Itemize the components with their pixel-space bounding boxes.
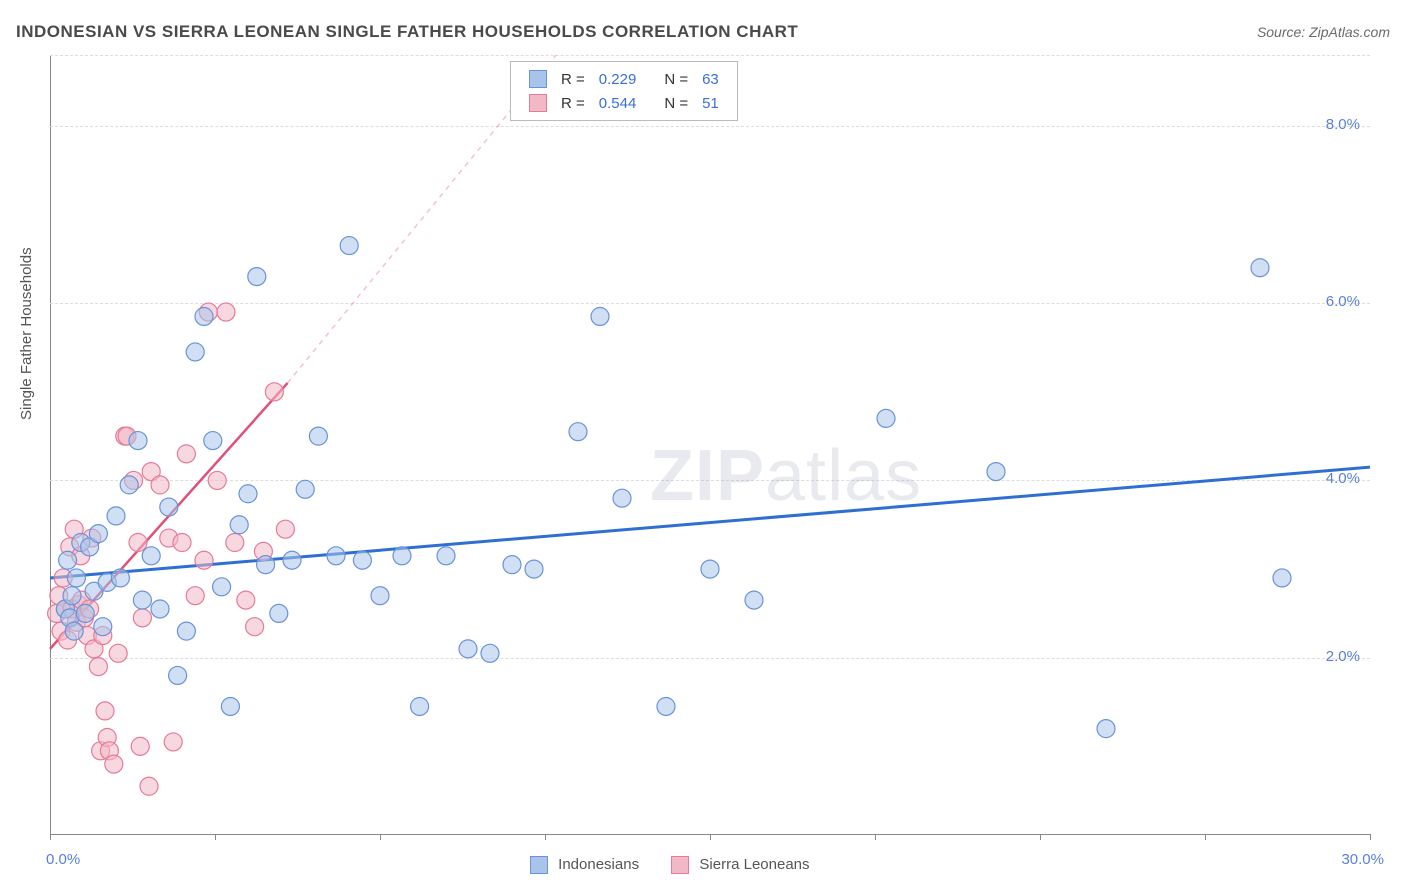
swatch-sierra-leoneans-icon <box>671 856 689 874</box>
legend-row-sierra-leoneans: R = 0.544 N = 51 <box>523 92 725 114</box>
x-tick-min: 0.0% <box>46 851 80 868</box>
swatch-indonesians-icon <box>530 856 548 874</box>
x-tick-max: 30.0% <box>1341 851 1384 868</box>
n-label: N = <box>658 68 694 90</box>
legend-item-sierra-leoneans: Sierra Leoneans <box>671 856 809 874</box>
swatch-indonesians <box>529 70 547 88</box>
legend-label-sierra-leoneans: Sierra Leoneans <box>699 856 809 873</box>
r-label: R = <box>555 68 591 90</box>
plot-svg <box>50 55 1370 834</box>
chart-source: Source: ZipAtlas.com <box>1257 24 1390 40</box>
correlation-legend: R = 0.229 N = 63 R = 0.544 N = 51 <box>510 61 738 121</box>
series-legend: Indonesians Sierra Leoneans <box>530 856 838 874</box>
plot-area: 2.0%4.0%6.0%8.0% ZIPatlas R = 0.229 N = … <box>50 55 1370 835</box>
y-axis-label: Single Father Households <box>18 247 35 420</box>
n-value-sierra-leoneans: 51 <box>696 92 725 114</box>
r-value-indonesians: 0.229 <box>593 68 643 90</box>
legend-item-indonesians: Indonesians <box>530 856 639 874</box>
chart-container: INDONESIAN VS SIERRA LEONEAN SINGLE FATH… <box>0 0 1406 892</box>
legend-row-indonesians: R = 0.229 N = 63 <box>523 68 725 90</box>
swatch-sierra-leoneans <box>529 94 547 112</box>
r-value-sierra-leoneans: 0.544 <box>593 92 643 114</box>
chart-title: INDONESIAN VS SIERRA LEONEAN SINGLE FATH… <box>16 22 798 42</box>
legend-label-indonesians: Indonesians <box>558 856 639 873</box>
n-value-indonesians: 63 <box>696 68 725 90</box>
